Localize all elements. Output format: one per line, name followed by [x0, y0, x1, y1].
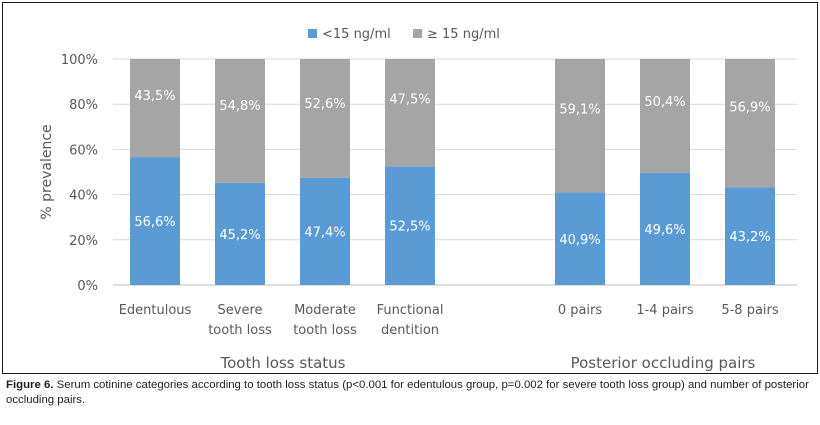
- data-label: 52,6%: [304, 97, 345, 112]
- bar-below-15: [640, 172, 690, 285]
- y-tick-label: 80%: [69, 98, 98, 113]
- x-tick-label: Edentulous: [119, 303, 192, 318]
- x-tick-label: 0 pairs: [558, 303, 603, 318]
- x-tick-label: Functional: [377, 303, 444, 318]
- stacked-bar-chart: 0% 20% 40% 60% 80% 100% % prevalence 56,6% 43,5%…: [39, 27, 797, 372]
- bar-below-15: [130, 157, 180, 285]
- bar-above-15: [300, 59, 350, 178]
- bar-below-15: [385, 166, 435, 285]
- group-label: Posterior occluding pairs: [571, 354, 756, 372]
- y-tick-label: 0%: [77, 279, 98, 294]
- x-tick-label: 1-4 pairs: [636, 303, 694, 318]
- legend-label: <15 ng/ml: [322, 27, 391, 42]
- y-tick-label: 100%: [61, 53, 98, 68]
- bar-above-15: [640, 59, 690, 173]
- data-label: 49,6%: [644, 223, 685, 238]
- caption-text: Serum cotinine categories according to t…: [6, 379, 809, 406]
- data-label: 56,9%: [729, 100, 770, 115]
- y-tick-label: 20%: [69, 234, 98, 249]
- group-label: Tooth loss status: [220, 354, 346, 372]
- caption-label: Figure 6.: [6, 379, 54, 391]
- data-label: 56,6%: [134, 215, 175, 230]
- chart-frame: 0% 20% 40% 60% 80% 100% % prevalence 56,6% 43,5%…: [2, 2, 818, 374]
- bar-below-15: [215, 182, 265, 285]
- x-tick-label: dentition: [381, 323, 439, 338]
- x-tick-label: Severe: [218, 303, 263, 318]
- legend-swatch: [413, 29, 422, 38]
- data-label: 45,2%: [219, 228, 260, 243]
- data-label: 54,8%: [219, 99, 260, 114]
- data-label: 43,2%: [729, 230, 770, 245]
- x-tick-label: tooth loss: [208, 323, 272, 338]
- data-label: 40,9%: [559, 233, 600, 248]
- x-tick-label: tooth loss: [293, 323, 357, 338]
- bar-below-15: [300, 177, 350, 285]
- data-label: 47,5%: [389, 93, 430, 108]
- y-axis-title: % prevalence: [39, 124, 55, 219]
- data-label: 43,5%: [134, 89, 175, 104]
- bar-above-15: [215, 59, 265, 183]
- data-label: 59,1%: [559, 102, 600, 117]
- figure-caption: Figure 6. Serum cotinine categories acco…: [6, 378, 814, 408]
- bar-above-15: [725, 59, 775, 188]
- y-tick-label: 60%: [69, 143, 98, 158]
- x-tick-label: Moderate: [294, 303, 356, 318]
- legend-label: ≥ 15 ng/ml: [427, 27, 500, 42]
- data-label: 50,4%: [644, 95, 685, 110]
- x-tick-label: 5-8 pairs: [721, 303, 779, 318]
- bar-above-15: [385, 59, 435, 167]
- data-label: 47,4%: [304, 225, 345, 240]
- legend-swatch: [308, 29, 317, 38]
- bar-above-15: [130, 59, 180, 158]
- bar-below-15: [725, 187, 775, 285]
- data-label: 52,5%: [389, 220, 430, 235]
- y-tick-label: 40%: [69, 189, 98, 204]
- bar-below-15: [555, 192, 605, 285]
- bar-above-15: [555, 59, 605, 193]
